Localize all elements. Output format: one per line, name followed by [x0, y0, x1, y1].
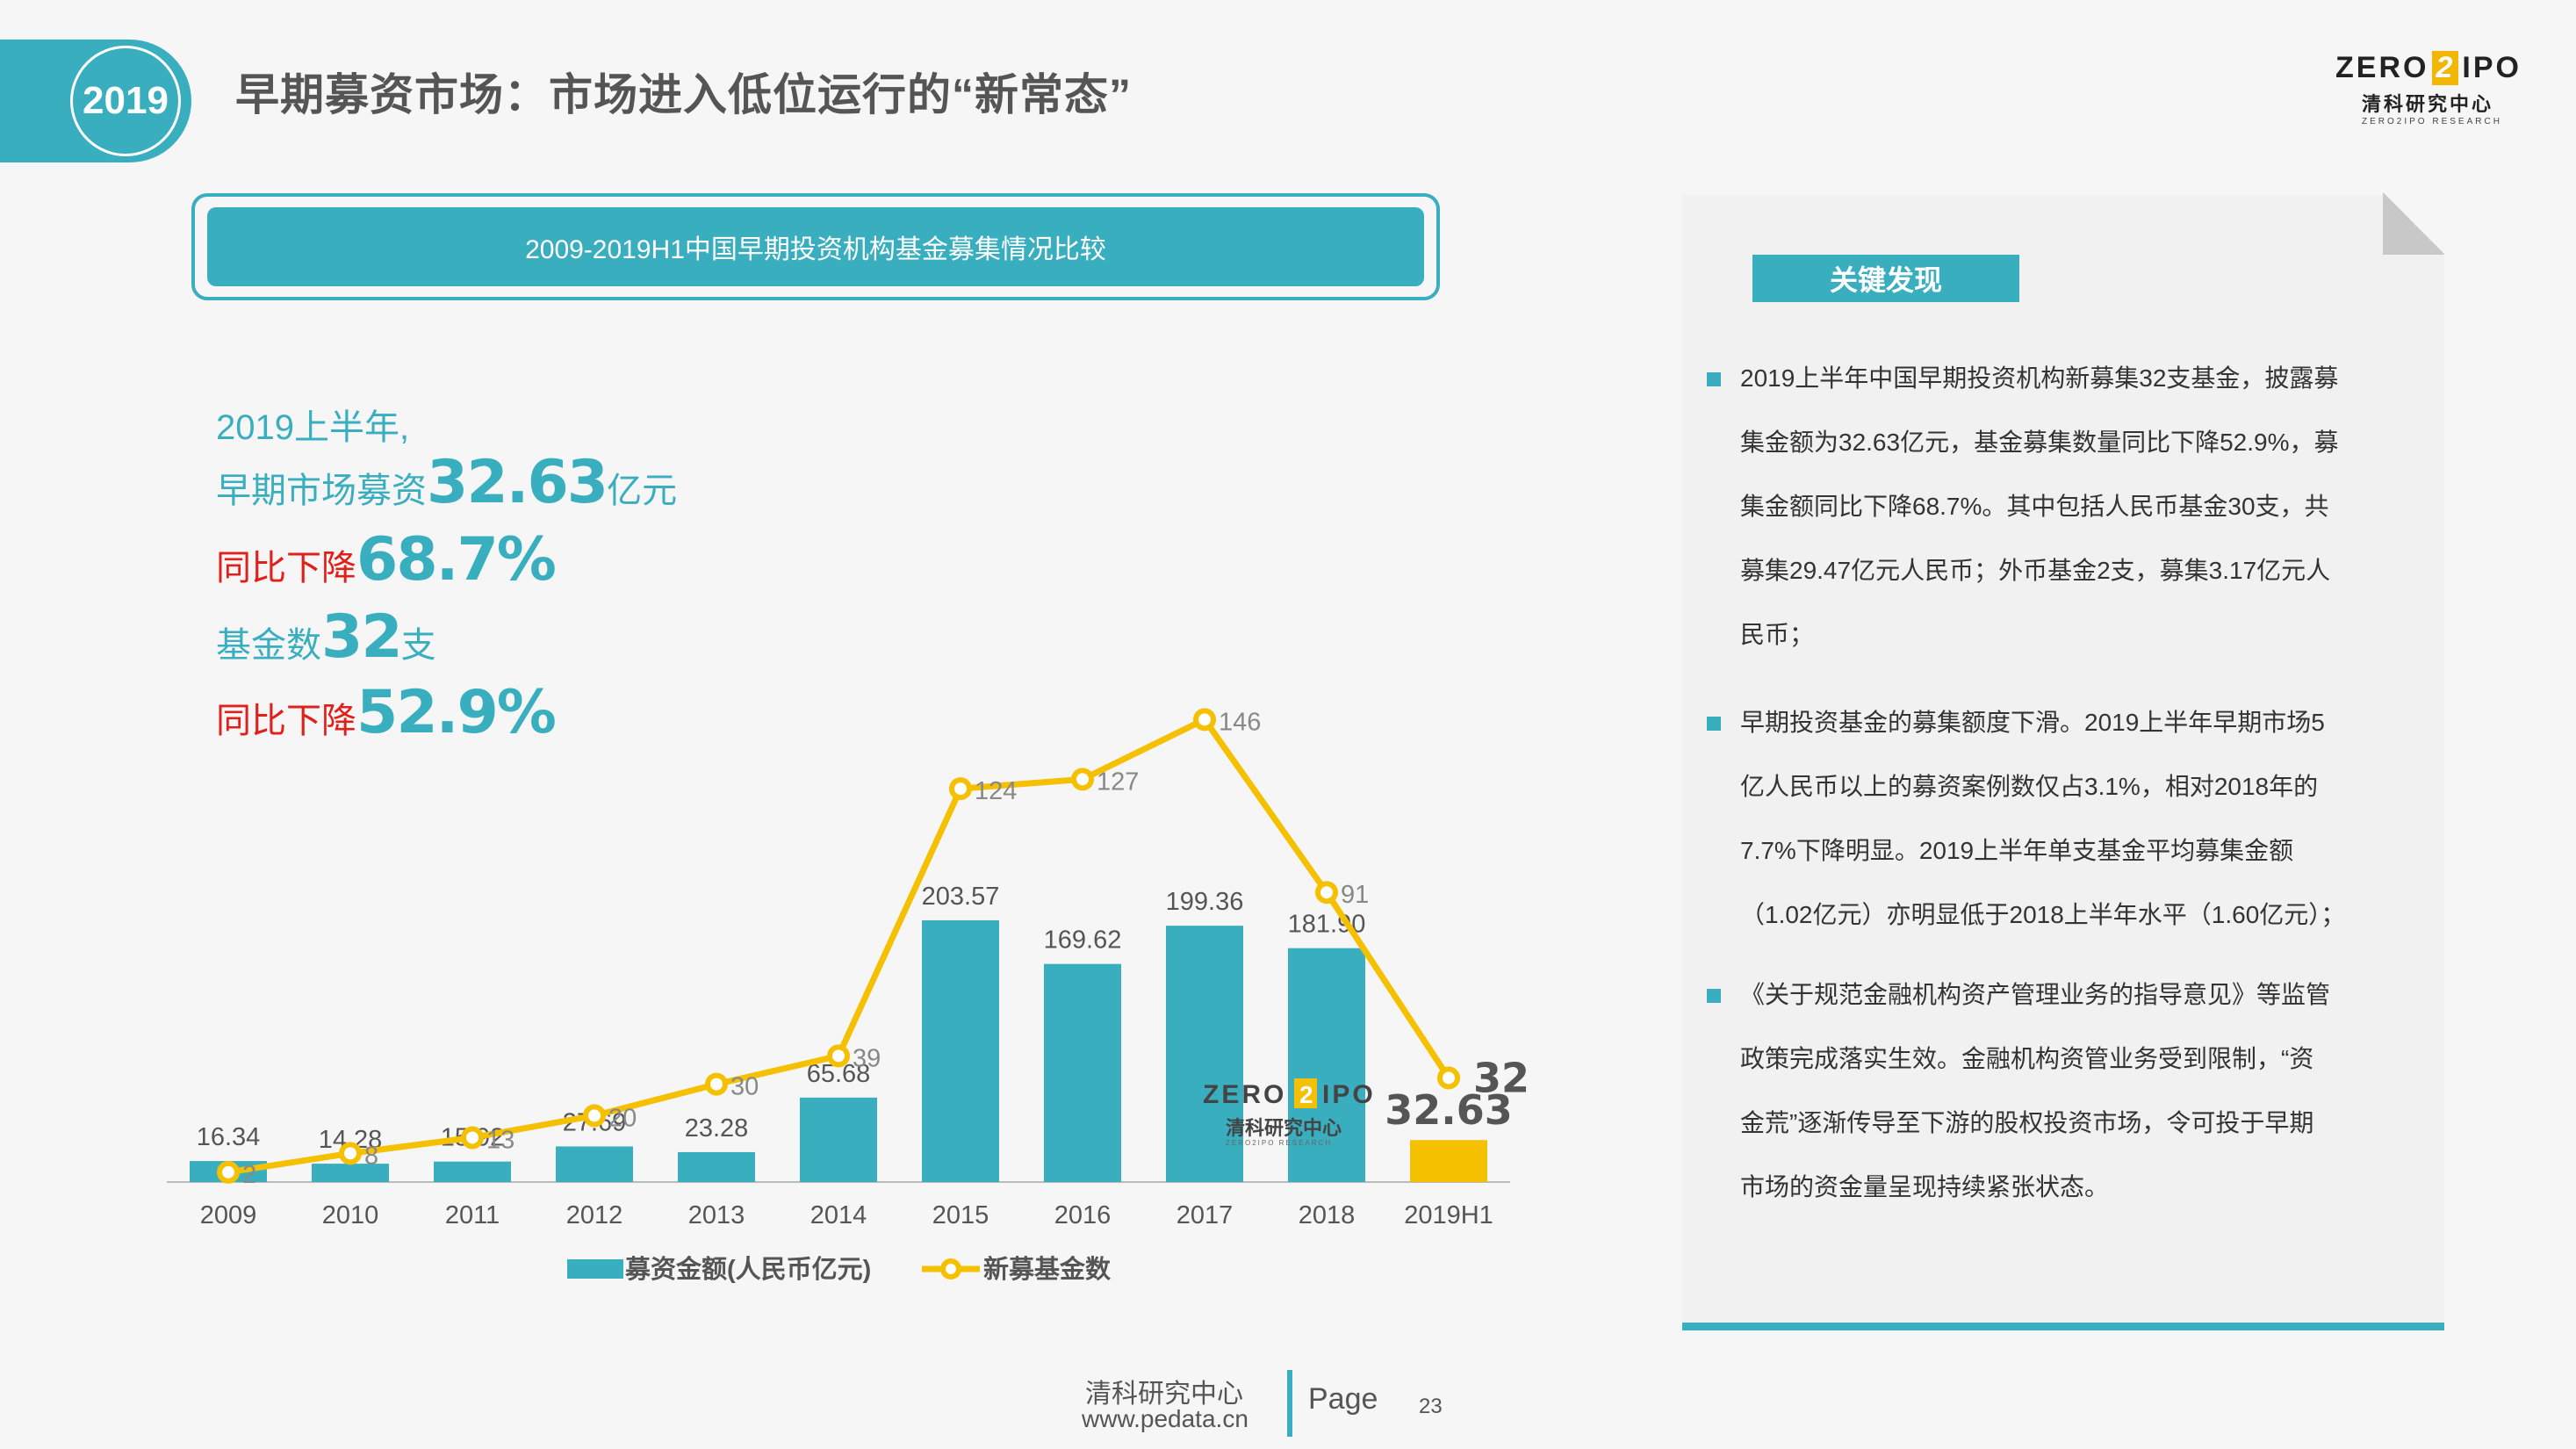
chart-title: 2009-2019H1中国早期投资机构基金募集情况比较	[207, 207, 1424, 286]
line-point-2013	[705, 1072, 728, 1096]
bullet-square-icon	[1707, 989, 1721, 1003]
bar-value-label: 203.57	[922, 883, 1000, 911]
highlight-count-change: 同比下降52.9%	[216, 678, 557, 747]
finding-line: 集金额为32.63亿元，基金募集数量同比下降52.9%，募	[1740, 429, 2339, 456]
bar-2013	[678, 1151, 755, 1182]
watermark-text: ZERO2IPO RESEARCH	[1226, 1139, 1332, 1147]
watermark-text: 清科研究中心	[1226, 1117, 1342, 1139]
bullet-square-icon	[1707, 372, 1721, 386]
line-point-2016	[1071, 768, 1094, 791]
watermark-logo-mark	[1294, 1078, 1317, 1108]
line-value-label: 127	[1097, 768, 1139, 796]
finding-line: 2019上半年中国早期投资机构新募集32支基金，披露募	[1740, 364, 2339, 392]
chart-title-box: 2009-2019H1中国早期投资机构基金募集情况比较	[191, 193, 1440, 300]
line-value-label: 13	[486, 1126, 514, 1154]
line-value-label: 2	[242, 1161, 256, 1189]
panel-bottom-rule	[1682, 1323, 2444, 1330]
x-tick-label: 2014	[810, 1201, 867, 1229]
key-findings-heading: 关键发现	[1752, 255, 2019, 302]
line-point-2017	[1193, 708, 1216, 732]
line-point-2015	[949, 777, 972, 801]
line-point-2010	[339, 1142, 362, 1165]
finding-line: 金荒”逐渐传导至下游的股权投资市场，令可投于早期	[1740, 1109, 2314, 1136]
page-title: 早期募资市场：市场进入低位运行的“新常态”	[235, 70, 1132, 119]
legend-line-marker	[940, 1258, 961, 1280]
bar-value-label: 199.36	[1166, 888, 1244, 916]
x-tick-label: 2013	[688, 1201, 745, 1229]
line-point-2012	[583, 1104, 606, 1128]
line-value-label: 146	[1219, 708, 1261, 736]
finding-line: 早期投资基金的募集额度下滑。2019上半年早期市场5	[1740, 709, 2325, 736]
line-point-2011	[461, 1126, 484, 1150]
x-tick-label: 2012	[566, 1201, 623, 1229]
watermark-text: ZERO	[1203, 1080, 1286, 1109]
bar-value-label: 23.28	[685, 1114, 749, 1143]
x-tick-label: 2019H1	[1404, 1201, 1493, 1229]
bar-2018	[1288, 948, 1365, 1182]
highlight-amount: 早期市场募资32.63亿元	[216, 448, 678, 517]
highlight-fund-count: 基金数32支	[216, 602, 436, 672]
finding-line: 《关于规范金融机构资产管理业务的指导意见》等监管	[1740, 981, 2331, 1008]
line-point-2019H1	[1437, 1066, 1460, 1090]
finding-line: 集金额同比下降68.7%。其中包括人民币基金30支，共	[1740, 493, 2329, 520]
finding-line: （1.02亿元）亦明显低于2018上半年水平（1.60亿元）；	[1740, 901, 2346, 928]
watermark-text: 2	[1299, 1081, 1313, 1108]
bullet-square-icon	[1707, 717, 1721, 731]
finding-line: 亿人民币以上的募资案例数仅占3.1%，相对2018年的	[1740, 773, 2319, 800]
bar-2011	[434, 1161, 511, 1182]
finding-line: 民币；	[1740, 621, 1815, 648]
footer-page-label: Page	[1308, 1382, 1378, 1416]
zero2ipo-logo: ZERO 2 IPO 清科研究中心 ZERO2IPO RESEARCH	[2335, 51, 2522, 126]
bar-2012	[556, 1146, 633, 1182]
line-value-label: 20	[608, 1104, 637, 1132]
legend-bar-label: 募资金额(人民币亿元)	[624, 1254, 871, 1284]
highlight-amount-change: 同比下降68.7%	[216, 525, 557, 595]
bar-2015	[922, 919, 999, 1182]
line-value-label: 32	[1473, 1054, 1529, 1101]
page-fold-corner	[2383, 191, 2444, 255]
line-value-label: 8	[364, 1142, 378, 1170]
x-tick-label: 2016	[1054, 1201, 1112, 1229]
bar-2016	[1044, 963, 1121, 1182]
line-point-2009	[217, 1160, 240, 1184]
x-tick-label: 2015	[932, 1201, 989, 1229]
footer-page-number: 23	[1419, 1395, 1443, 1418]
bar-value-label: 16.34	[197, 1123, 261, 1151]
finding-line: 募集29.47亿元人民币；外币基金2支，募集3.17亿元人	[1740, 557, 2331, 584]
x-tick-label: 2009	[200, 1201, 257, 1229]
footer-org: 清科研究中心	[1085, 1380, 1243, 1409]
bar-2014	[800, 1097, 877, 1182]
line-value-label: 39	[853, 1044, 881, 1072]
bar-2017	[1166, 926, 1243, 1182]
x-tick-label: 2010	[322, 1201, 379, 1229]
bar-2019H1	[1410, 1140, 1487, 1182]
bar-value-label: 32.63	[1385, 1086, 1513, 1134]
finding-line: 政策完成落实生效。金融机构资管业务受到限制，“资	[1740, 1045, 2314, 1072]
x-tick-label: 2017	[1176, 1201, 1234, 1229]
x-tick-label: 2011	[445, 1201, 500, 1229]
finding-line: 市场的资金量呈现持续紧张状态。	[1740, 1173, 2110, 1200]
line-value-label: 91	[1341, 881, 1369, 909]
line-point-2018	[1315, 881, 1338, 905]
footer-separator	[1287, 1370, 1292, 1437]
highlight-period: 2019上半年,	[216, 408, 410, 447]
bar-value-label: 169.62	[1044, 926, 1122, 955]
key-findings-panel	[1682, 195, 2444, 1330]
bar-2010	[312, 1164, 389, 1182]
footer-url[interactable]: www.pedata.cn	[1082, 1405, 1248, 1432]
line-value-label: 30	[730, 1073, 759, 1101]
watermark-text: IPO	[1322, 1080, 1376, 1109]
line-point-2014	[827, 1044, 850, 1068]
fund-raising-chart: 16.34200914.28201015.92201127.69201223.2…	[167, 708, 1529, 1284]
x-tick-label: 2018	[1299, 1201, 1356, 1229]
line-value-label: 124	[975, 777, 1017, 805]
legend-bar-swatch	[567, 1259, 623, 1279]
finding-line: 7.7%下降明显。2019上半年单支基金平均募集金额	[1740, 837, 2294, 864]
legend-line-label: 新募基金数	[983, 1254, 1112, 1284]
year-badge: 2019	[70, 46, 181, 156]
